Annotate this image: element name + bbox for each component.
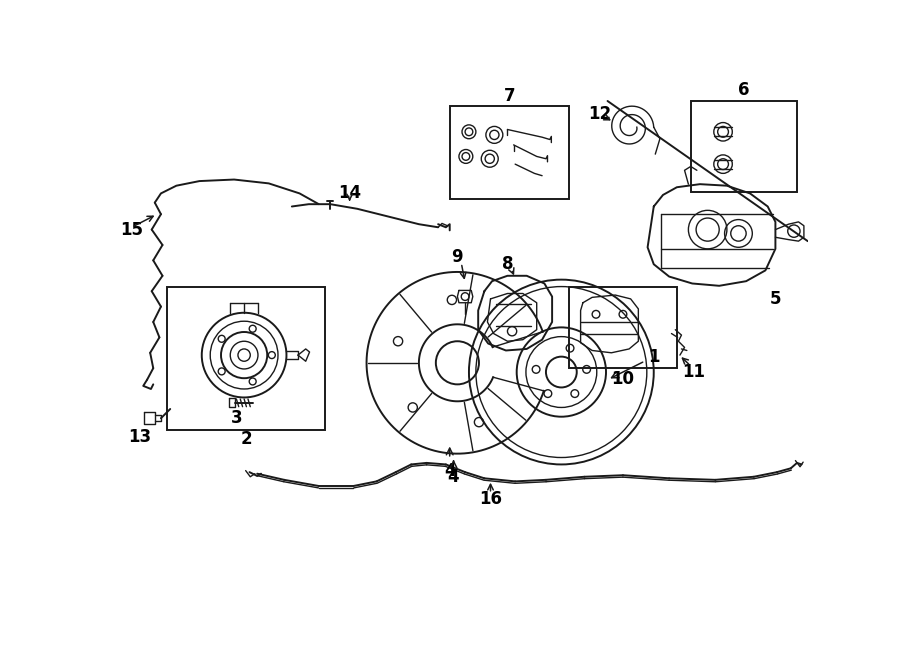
Text: 4: 4 — [444, 448, 455, 479]
Text: 10: 10 — [611, 370, 634, 388]
Text: 16: 16 — [479, 490, 502, 508]
Bar — [450, 107, 569, 199]
Bar — [167, 287, 325, 430]
Bar — [569, 287, 677, 368]
Bar — [690, 101, 797, 192]
Text: 9: 9 — [452, 248, 464, 265]
Text: 3: 3 — [230, 409, 242, 427]
Text: 14: 14 — [338, 185, 361, 203]
Text: 12: 12 — [589, 105, 611, 123]
Text: 13: 13 — [129, 428, 152, 446]
Text: 5: 5 — [770, 290, 781, 308]
Text: 2: 2 — [240, 430, 252, 448]
Text: 4: 4 — [447, 461, 459, 486]
Text: 1: 1 — [612, 348, 660, 378]
Text: 8: 8 — [501, 256, 513, 273]
Text: 7: 7 — [504, 87, 515, 105]
Text: 11: 11 — [682, 363, 706, 381]
Text: 15: 15 — [121, 220, 143, 238]
Text: 6: 6 — [738, 81, 750, 99]
